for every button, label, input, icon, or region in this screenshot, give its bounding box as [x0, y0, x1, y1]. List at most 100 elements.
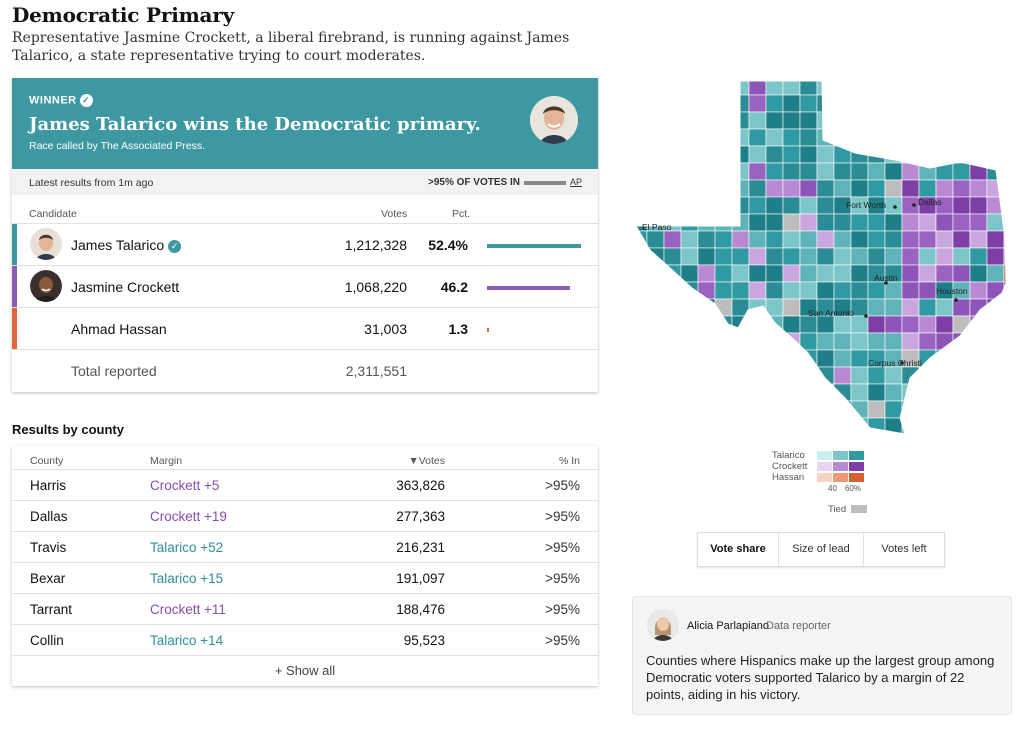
county-cell[interactable]: [850, 315, 869, 334]
county-cell[interactable]: [816, 400, 835, 419]
county-cell[interactable]: [969, 332, 988, 351]
county-cell[interactable]: [731, 264, 750, 283]
county-cell[interactable]: [952, 332, 971, 351]
county-cell[interactable]: [697, 332, 716, 351]
size-of-lead-tab[interactable]: Size of lead: [779, 533, 864, 566]
county-cell[interactable]: [782, 400, 801, 419]
county-cell[interactable]: [697, 247, 716, 266]
county-cell[interactable]: [901, 281, 920, 300]
county-cell[interactable]: [816, 264, 835, 283]
county-cell[interactable]: [918, 78, 937, 96]
county-cell[interactable]: [867, 213, 886, 232]
county-cell[interactable]: [680, 298, 699, 317]
county-cell[interactable]: [782, 264, 801, 283]
county-cell[interactable]: [833, 366, 852, 385]
county-cell[interactable]: [782, 298, 801, 317]
county-cell[interactable]: [952, 111, 971, 130]
county-cell[interactable]: [646, 417, 665, 435]
county-cell[interactable]: [935, 383, 954, 402]
county-cell[interactable]: [663, 128, 682, 147]
county-cell[interactable]: [935, 230, 954, 249]
county-cell[interactable]: [884, 366, 903, 385]
county-cell[interactable]: [969, 111, 988, 130]
county-cell[interactable]: [969, 383, 988, 402]
county-cell[interactable]: [630, 179, 648, 198]
county-cell[interactable]: [935, 213, 954, 232]
county-cell[interactable]: [952, 94, 971, 113]
county-cell[interactable]: [680, 349, 699, 368]
county-cell[interactable]: [833, 332, 852, 351]
county-row[interactable]: Dallas Crockett +19 277,363 >95%: [12, 500, 598, 532]
county-cell[interactable]: [663, 332, 682, 351]
county-cell[interactable]: [952, 366, 971, 385]
county-cell[interactable]: [885, 435, 902, 438]
county-cell[interactable]: [952, 78, 971, 96]
county-cell[interactable]: [680, 78, 699, 96]
county-cell[interactable]: [782, 145, 801, 164]
county-cell[interactable]: [867, 94, 886, 113]
county-cell[interactable]: [918, 213, 937, 232]
county-cell[interactable]: [630, 247, 648, 266]
county-cell[interactable]: [680, 162, 699, 181]
county-cell[interactable]: [663, 111, 682, 130]
county-cell[interactable]: [646, 111, 665, 130]
county-cell[interactable]: [816, 179, 835, 198]
county-cell[interactable]: [765, 179, 784, 198]
county-cell[interactable]: [714, 213, 733, 232]
county-cell[interactable]: [782, 366, 801, 385]
county-cell[interactable]: [765, 366, 784, 385]
county-cell[interactable]: [714, 196, 733, 215]
county-cell[interactable]: [646, 179, 665, 198]
county-cell[interactable]: [867, 162, 886, 181]
county-cell[interactable]: [765, 196, 784, 215]
county-cell[interactable]: [969, 417, 988, 435]
county-cell[interactable]: [731, 349, 750, 368]
county-cell[interactable]: [969, 315, 988, 334]
county-cell[interactable]: [748, 94, 767, 113]
county-cell[interactable]: [868, 435, 885, 438]
county-cell[interactable]: [663, 78, 682, 96]
show-all-button[interactable]: + Show all: [12, 655, 598, 687]
county-cell[interactable]: [680, 332, 699, 351]
county-cell[interactable]: [748, 383, 767, 402]
county-cell[interactable]: [833, 264, 852, 283]
county-cell[interactable]: [714, 111, 733, 130]
county-cell[interactable]: [697, 366, 716, 385]
county-cell[interactable]: [748, 315, 767, 334]
county-cell[interactable]: [765, 383, 784, 402]
county-cell[interactable]: [630, 264, 648, 283]
county-cell[interactable]: [850, 128, 869, 147]
county-cell[interactable]: [630, 281, 648, 300]
county-cell[interactable]: [697, 298, 716, 317]
county-cell[interactable]: [663, 349, 682, 368]
county-cell[interactable]: [833, 400, 852, 419]
county-cell[interactable]: [697, 281, 716, 300]
county-cell[interactable]: [714, 349, 733, 368]
county-cell[interactable]: [935, 366, 954, 385]
county-cell[interactable]: [731, 366, 750, 385]
county-cell[interactable]: [867, 78, 886, 96]
county-cell[interactable]: [850, 162, 869, 181]
county-cell[interactable]: [697, 315, 716, 334]
county-cell[interactable]: [833, 383, 852, 402]
county-cell[interactable]: [748, 128, 767, 147]
county-cell[interactable]: [901, 264, 920, 283]
county-cell[interactable]: [782, 417, 801, 435]
county-cell[interactable]: [867, 383, 886, 402]
county-cell[interactable]: [986, 111, 1005, 130]
county-cell[interactable]: [646, 264, 665, 283]
county-cell[interactable]: [952, 230, 971, 249]
county-cell[interactable]: [697, 264, 716, 283]
county-cell[interactable]: [765, 128, 784, 147]
county-cell[interactable]: [1003, 196, 1010, 215]
county-cell[interactable]: [952, 179, 971, 198]
county-cell[interactable]: [697, 162, 716, 181]
county-cell[interactable]: [969, 196, 988, 215]
county-cell[interactable]: [901, 179, 920, 198]
county-cell[interactable]: [799, 400, 818, 419]
county-cell[interactable]: [697, 213, 716, 232]
county-cell[interactable]: [867, 111, 886, 130]
county-row[interactable]: Harris Crockett +5 363,826 >95%: [12, 469, 598, 501]
county-cell[interactable]: [663, 400, 682, 419]
county-cell[interactable]: [867, 230, 886, 249]
